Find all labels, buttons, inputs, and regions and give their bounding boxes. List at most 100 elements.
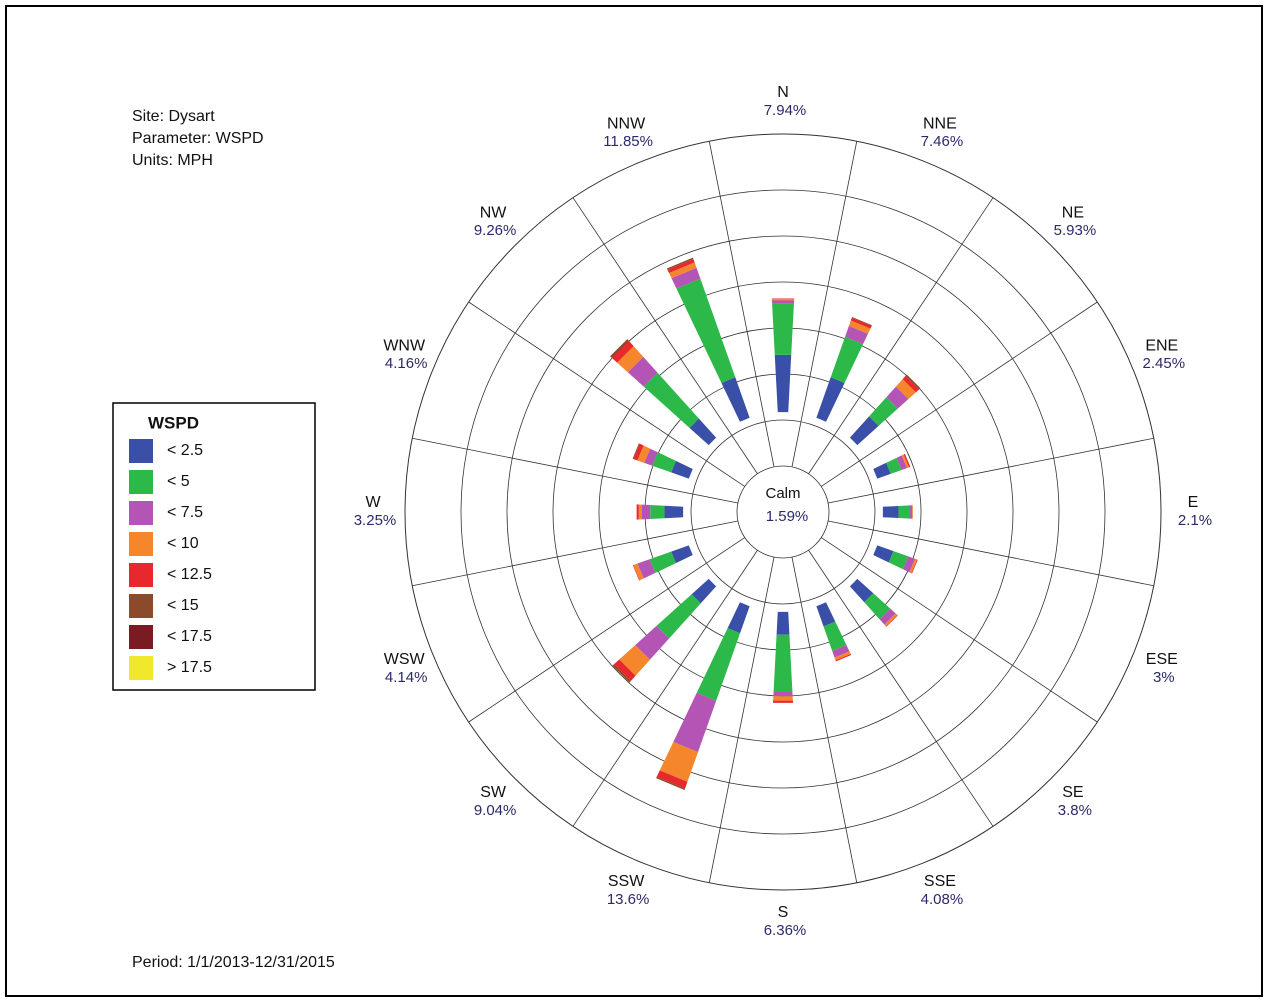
bar-segment [884,613,898,627]
bar-segment [895,379,916,400]
bar-segment [659,741,698,782]
bar-segment [869,397,898,426]
grid-ring [552,281,1014,743]
legend-label: < 12.5 [167,566,212,583]
bar-segment [772,303,794,355]
direction-label: ESE [1146,651,1178,668]
bar-segment [873,462,891,479]
bar-segment [696,628,741,701]
bar-segment [611,340,634,363]
direction-percent: 6.36% [764,922,807,939]
direction-percent: 13.6% [607,891,650,908]
bar-segment [632,443,640,460]
legend-swatch [129,439,153,463]
spoke [708,141,775,467]
units-info: Units: MPH [132,152,213,169]
direction-percent: 5.93% [1054,222,1097,239]
bar-segment [637,559,656,579]
bar-segment [774,354,792,413]
bar-segment [633,443,644,461]
bar-segment [619,645,650,676]
direction-percent: 7.94% [764,102,807,119]
bar-segment [771,298,795,300]
bar-segment [830,336,864,383]
bar-segment [637,445,651,463]
direction-label: SW [480,784,507,801]
bar-segment [727,602,750,634]
direction-label: WNW [383,337,426,354]
direction-label: E [1188,494,1199,511]
legend-swatch [129,470,153,494]
grid-ring [690,419,876,605]
legend-swatch [129,625,153,649]
bar-segment [612,664,631,683]
bar-segment [776,611,790,635]
bar-segment [636,504,639,520]
bar-segment [650,505,665,519]
bar-segment [673,692,717,753]
bar-segment [632,564,640,581]
bar-segment [905,374,921,390]
legend-label: < 15 [167,597,199,614]
calm-value: 1.59% [766,508,809,525]
bar-segment [850,317,872,329]
bar-segment [671,460,693,479]
legend-title: WSPD [148,413,199,432]
bar-segment [635,625,670,660]
direction-percent: 4.08% [921,891,964,908]
bar-segment [721,377,750,422]
direction-percent: 3.25% [354,512,397,529]
bar-segment [849,578,874,603]
legend-swatch [129,656,153,680]
direction-label: SSW [608,873,645,890]
bar-segment [641,504,651,520]
spoke [791,557,858,883]
direction-percent: 2.45% [1143,355,1186,372]
legend-label: < 10 [167,535,199,552]
bar-segment [691,578,717,604]
bar-segment [613,659,636,682]
legend-swatch [129,532,153,556]
frame [5,5,1263,997]
direction-label: NNE [923,115,957,132]
bar-segment [823,621,847,651]
bar-segment [903,453,911,468]
bar-segment [671,267,701,289]
period: Period: 1/1/2013-12/31/2015 [132,954,335,971]
bar-segment [898,505,911,519]
legend-label: < 2.5 [167,442,203,459]
bar-segment [816,602,836,627]
bar-segment [669,262,697,279]
outer-ring [404,133,1162,891]
bar-segment [885,614,898,627]
legend-label: < 5 [167,473,190,490]
bar-segment [903,556,916,573]
direction-percent: 9.04% [474,802,517,819]
bar-segment [888,551,909,570]
direction-percent: 4.16% [385,355,428,372]
bar-segment [834,651,851,661]
bar-segment [649,551,676,573]
direction-label: ENE [1145,337,1178,354]
bar-segment [656,776,686,790]
grid-ring [506,235,1060,789]
bar-segment [896,455,907,471]
bar-segment [627,356,658,387]
bar-segment [643,372,699,428]
bar-segment [773,634,793,693]
spoke [468,301,745,487]
bar-segment [832,644,850,658]
legend-label: > 17.5 [167,659,212,676]
calm-label: Calm [765,485,800,502]
bar-segment [873,545,894,563]
grid-ring [460,189,1106,835]
bar-segment [848,320,871,334]
direction-label: SSE [924,873,956,890]
bar-segment [771,299,795,301]
bar-segment [617,346,644,373]
spoke [791,141,858,467]
direction-percent: 11.85% [603,133,653,150]
bar-segment [771,300,795,304]
bar-segment [671,545,693,564]
